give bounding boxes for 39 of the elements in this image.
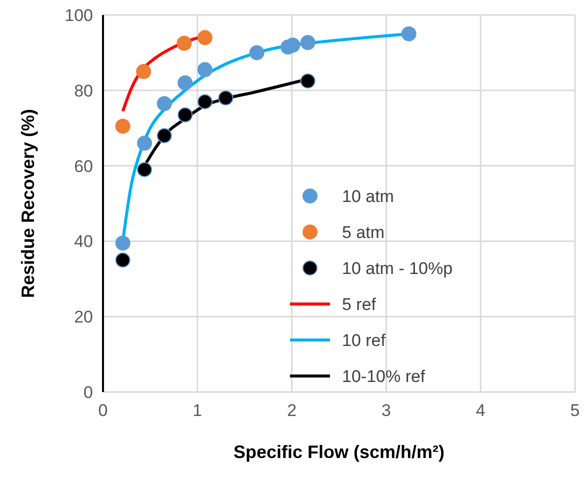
x-tick-label: 3 bbox=[381, 401, 391, 420]
point bbox=[218, 90, 234, 106]
x-tick-label: 0 bbox=[98, 401, 108, 420]
point bbox=[115, 236, 130, 251]
legend-label: 10 ref bbox=[342, 331, 386, 350]
y-tick-label: 40 bbox=[74, 232, 93, 252]
point bbox=[178, 107, 193, 122]
point bbox=[249, 45, 264, 60]
point bbox=[300, 35, 316, 50]
legend-label: 5 ref bbox=[342, 295, 376, 314]
y-tick-label: 0 bbox=[84, 383, 93, 402]
legend-label: 10 atm - 10%p bbox=[342, 259, 453, 278]
point bbox=[401, 26, 416, 42]
x-tick-label: 1 bbox=[192, 401, 202, 420]
point bbox=[115, 118, 130, 134]
point bbox=[197, 94, 212, 110]
x-axis-title: Specific Flow (scm/h/m²) bbox=[233, 442, 445, 462]
y-tick-label: 20 bbox=[74, 308, 93, 327]
legend-label: 10 atm bbox=[342, 187, 394, 206]
point bbox=[137, 136, 152, 151]
point bbox=[137, 162, 152, 178]
y-tick-label: 100 bbox=[64, 6, 93, 25]
x-tick-label: 5 bbox=[570, 401, 580, 420]
point bbox=[176, 36, 192, 51]
x-tick-label: 4 bbox=[476, 401, 486, 420]
y-axis-title: Residue Recovery (%) bbox=[18, 108, 38, 298]
point bbox=[115, 252, 130, 268]
y-tick-label: 60 bbox=[74, 156, 93, 176]
point bbox=[156, 128, 172, 144]
legend-label: 10-10% ref bbox=[342, 367, 426, 386]
point bbox=[178, 75, 193, 90]
point bbox=[136, 64, 152, 80]
point bbox=[197, 62, 212, 78]
y-tick-label: 80 bbox=[74, 81, 93, 100]
point bbox=[197, 30, 212, 46]
point bbox=[156, 96, 172, 112]
point bbox=[300, 73, 316, 88]
x-tick-label: 2 bbox=[287, 401, 297, 420]
legend-label: 5 atm bbox=[342, 223, 385, 242]
